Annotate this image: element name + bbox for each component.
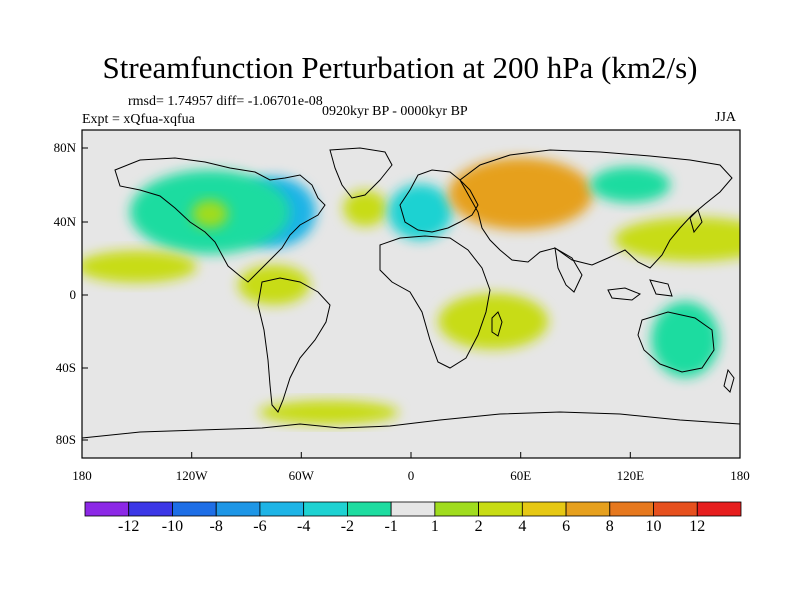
x-tick-label: 120W xyxy=(175,468,208,483)
contour-fill xyxy=(82,157,740,425)
x-tick-label: 60E xyxy=(510,468,532,483)
colorbar-label: 1 xyxy=(430,518,439,535)
anomaly-south-high xyxy=(258,400,399,425)
y-tick-label: 40N xyxy=(53,214,76,229)
y-tick-label: 40S xyxy=(55,360,76,375)
colorbar-swatch xyxy=(303,501,348,517)
colorbar-label: -12 xyxy=(118,518,140,535)
colorbar-label: -4 xyxy=(296,518,311,535)
colorbar-label: 8 xyxy=(605,518,614,535)
colorbar-swatch xyxy=(434,501,480,517)
colorbar-swatch xyxy=(390,501,436,517)
anomaly-atl-high xyxy=(343,190,388,227)
y-tick-label: 80S xyxy=(55,432,76,447)
colorbar-label: 12 xyxy=(689,518,706,535)
season-label: JJA xyxy=(715,110,737,125)
x-tick-label: 120E xyxy=(616,468,645,483)
colorbar-swatch xyxy=(521,501,567,517)
colorbar-swatch xyxy=(696,501,742,517)
colorbar-label: -10 xyxy=(161,518,184,535)
y-tick-label: 0 xyxy=(69,287,77,302)
colorbar-swatch xyxy=(215,501,261,517)
colorbar-swatch xyxy=(565,501,611,517)
anomaly-sib-high xyxy=(448,157,593,230)
anomaly-na-hole xyxy=(191,199,228,228)
x-tick-label: 60W xyxy=(288,468,314,483)
anomaly-sa-high xyxy=(237,264,310,305)
rmsd-stats: rmsd= 1.74957 diff= -1.06701e-08 xyxy=(128,94,323,109)
colorbar-swatch xyxy=(128,501,173,517)
colorbar-swatch xyxy=(172,501,217,517)
axis-ticks xyxy=(81,147,741,458)
anomaly-pac-high xyxy=(614,217,740,262)
x-tick-label: 0 xyxy=(407,468,415,483)
plot-title: Streamfunction Perturbation at 200 hPa (… xyxy=(102,50,698,85)
colorbar-label: 6 xyxy=(562,518,571,535)
colorbar-label: -6 xyxy=(253,518,267,535)
anomaly-africa-high xyxy=(438,293,549,350)
colorbar-label: 10 xyxy=(645,518,662,535)
colorbar-swatch xyxy=(259,501,305,517)
period-label: 0920kyr BP - 0000kyr BP xyxy=(322,104,468,119)
colorbar-swatch xyxy=(346,501,392,517)
x-tick-label: 180 xyxy=(72,468,92,483)
colorbar-label: -8 xyxy=(209,518,223,535)
anomaly-eur-low xyxy=(388,184,453,240)
colorbar-label: 2 xyxy=(474,518,483,535)
anomaly-aus-low xyxy=(651,301,720,378)
y-tick-label: 80N xyxy=(53,140,76,155)
x-tick-label: 180 xyxy=(730,468,750,483)
colorbar-swatch xyxy=(609,501,654,517)
colorbar-label: -1 xyxy=(384,518,398,535)
colorbar-label: -2 xyxy=(340,518,355,535)
colorbar-label: 4 xyxy=(518,518,527,535)
colorbar-swatch xyxy=(478,501,523,517)
colorbar xyxy=(84,501,742,517)
colorbar-swatch xyxy=(84,501,130,517)
experiment-label: Expt = xQfua-xqfua xyxy=(82,112,195,127)
anomaly-sp-high xyxy=(82,250,197,283)
colorbar-swatch xyxy=(653,501,698,517)
coastlines xyxy=(82,147,740,439)
anomaly-np-low xyxy=(590,166,671,203)
